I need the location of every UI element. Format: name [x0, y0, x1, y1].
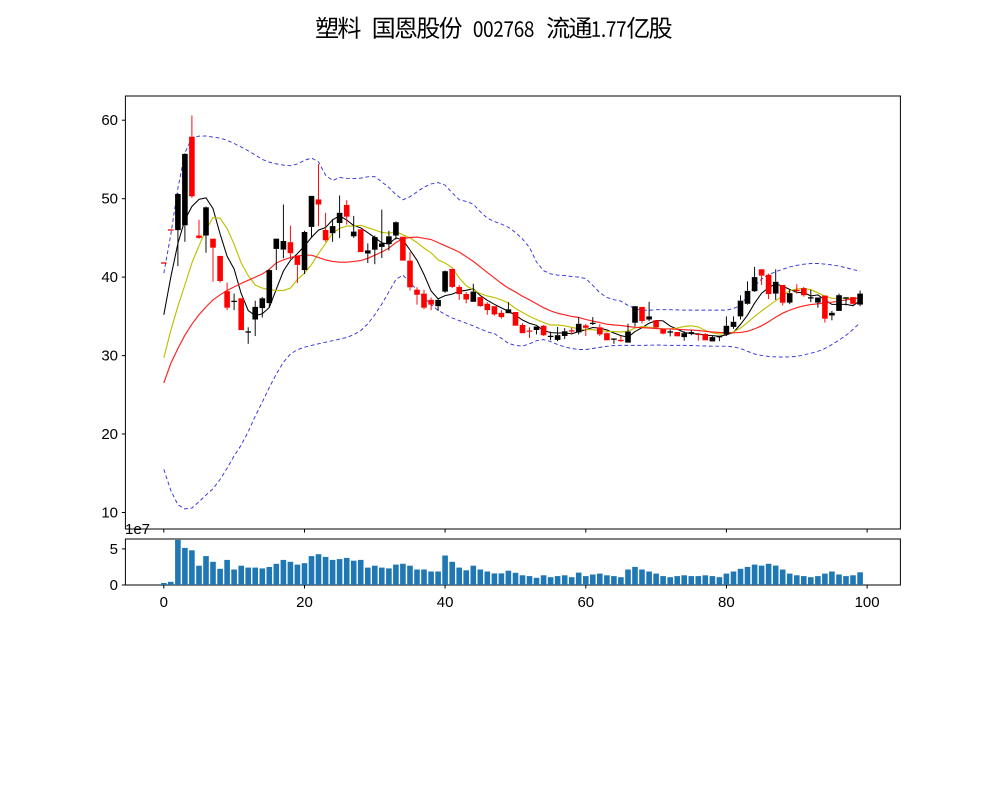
svg-text:20: 20 — [296, 594, 313, 611]
svg-text:50: 50 — [101, 191, 118, 208]
svg-text:30: 30 — [101, 348, 118, 365]
svg-text:40: 40 — [101, 269, 118, 286]
svg-text:40: 40 — [437, 594, 454, 611]
svg-text:5: 5 — [110, 541, 118, 558]
svg-text:0: 0 — [160, 594, 168, 611]
svg-text:20: 20 — [101, 426, 118, 443]
svg-text:60: 60 — [101, 112, 118, 129]
svg-text:100: 100 — [855, 594, 880, 611]
svg-text:1e7: 1e7 — [125, 521, 150, 538]
svg-text:0: 0 — [110, 577, 118, 594]
svg-text:60: 60 — [577, 594, 594, 611]
svg-text:80: 80 — [718, 594, 735, 611]
svg-text:10: 10 — [101, 505, 118, 522]
